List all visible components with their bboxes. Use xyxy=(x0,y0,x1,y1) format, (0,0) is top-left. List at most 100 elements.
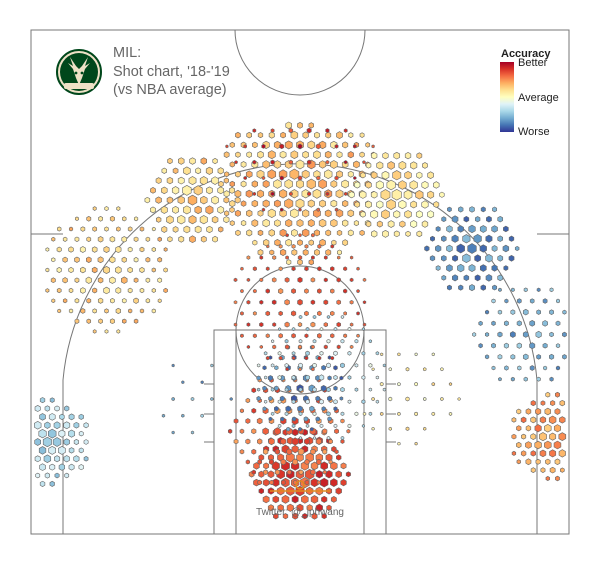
shot-hexbin xyxy=(263,351,268,356)
shot-hexbin xyxy=(333,350,338,356)
shot-hexbin xyxy=(317,288,322,294)
shot-hexbin xyxy=(343,311,347,316)
shot-hexbin xyxy=(270,128,275,133)
shot-hexbin xyxy=(365,181,372,189)
shot-hexbin xyxy=(211,215,219,224)
shot-hexbin xyxy=(91,266,98,274)
shot-hexbin xyxy=(296,453,304,462)
shot-hexbin xyxy=(480,284,487,291)
shot-hexbin xyxy=(375,180,384,190)
shot-hexbin xyxy=(324,150,332,159)
shot-hexbin xyxy=(298,367,302,372)
shot-hexbin xyxy=(151,267,156,273)
shot-hexbin xyxy=(330,288,335,294)
shot-hexbin xyxy=(349,322,354,327)
shot-hexbin xyxy=(318,218,327,228)
shot-hexbin xyxy=(78,430,84,437)
shot-hexbin xyxy=(302,131,309,139)
shot-hexbin xyxy=(370,171,378,179)
shot-hexbin xyxy=(223,190,230,198)
shot-hexbin xyxy=(480,206,486,213)
shot-hexbin xyxy=(291,375,296,380)
shot-hexbin xyxy=(368,411,373,416)
shot-hexbin xyxy=(163,267,168,273)
shot-hexbin xyxy=(312,314,317,320)
shot-hexbin xyxy=(48,413,56,421)
shot-hexbin xyxy=(272,322,277,327)
shot-hexbin xyxy=(261,207,266,212)
shot-hexbin xyxy=(297,448,305,456)
shot-hexbin xyxy=(267,169,277,180)
shot-hexbin xyxy=(503,342,509,349)
shot-hexbin xyxy=(387,161,395,170)
shot-hexbin xyxy=(405,426,410,431)
shot-hexbin xyxy=(233,438,239,445)
shot-hexbin xyxy=(539,449,547,458)
shot-hexbin xyxy=(522,331,529,338)
shot-hexbin xyxy=(267,504,275,512)
shot-hexbin xyxy=(56,287,62,294)
shot-hexbin xyxy=(375,375,380,380)
shot-hexbin xyxy=(161,186,168,195)
shot-hexbin xyxy=(320,384,327,392)
shot-hexbin xyxy=(45,267,50,273)
shot-hexbin xyxy=(469,206,475,213)
shot-hexbin xyxy=(319,327,324,332)
shot-hexbin xyxy=(343,160,348,165)
shot-hexbin xyxy=(280,458,287,466)
shot-hexbin xyxy=(336,131,343,139)
shot-hexbin xyxy=(278,288,284,295)
shot-hexbin xyxy=(78,464,84,471)
shot-hexbin xyxy=(163,287,168,294)
shot-hexbin xyxy=(274,239,281,247)
shot-hexbin xyxy=(139,246,145,253)
shot-hexbin xyxy=(511,417,517,423)
shot-hexbin xyxy=(54,472,60,479)
shot-hexbin xyxy=(139,267,145,273)
shot-hexbin xyxy=(503,265,509,271)
shot-hexbin xyxy=(361,399,366,405)
shot-hexbin xyxy=(45,288,50,293)
shot-hexbin xyxy=(349,277,354,283)
shot-hexbin xyxy=(491,342,496,349)
shot-hexbin xyxy=(229,161,235,168)
shot-hexbin xyxy=(74,318,80,324)
shot-hexbin xyxy=(34,455,41,463)
shot-hexbin xyxy=(267,375,273,381)
shot-hexbin xyxy=(298,207,302,212)
shot-hexbin xyxy=(549,287,554,293)
shot-hexbin xyxy=(312,411,317,417)
shot-hexbin xyxy=(51,257,56,263)
shot-hexbin xyxy=(155,177,162,184)
shot-hexbin xyxy=(502,244,510,253)
shot-hexbin xyxy=(74,277,80,283)
shot-hexbin xyxy=(286,259,292,266)
shot-hexbin xyxy=(535,458,541,465)
shot-hexbin xyxy=(361,351,366,356)
shot-hexbin xyxy=(151,288,156,293)
shot-hexbin xyxy=(235,170,241,178)
shot-hexbin xyxy=(274,385,279,391)
shot-hexbin xyxy=(144,196,151,204)
shot-hexbin xyxy=(178,235,185,243)
shot-hexbin xyxy=(422,367,427,372)
shot-hexbin xyxy=(171,430,175,435)
shot-hexbin xyxy=(410,200,418,209)
shot-hexbin xyxy=(133,236,139,242)
shot-hexbin xyxy=(151,226,156,232)
shot-hexbin xyxy=(243,144,247,149)
shot-hexbin xyxy=(51,298,56,303)
shot-hexbin xyxy=(42,436,52,448)
shot-hexbin xyxy=(333,385,338,391)
shot-hexbin xyxy=(262,478,270,487)
shot-hexbin xyxy=(257,209,264,217)
shot-hexbin xyxy=(155,216,162,223)
shot-hexbin xyxy=(139,287,145,294)
shot-hexbin xyxy=(103,286,110,295)
shot-hexbin xyxy=(304,333,309,339)
shot-hexbin xyxy=(510,309,516,315)
shot-hexbin xyxy=(335,470,342,479)
shot-hexbin xyxy=(284,198,294,209)
shot-hexbin xyxy=(298,469,304,475)
shot-hexbin xyxy=(235,229,241,236)
